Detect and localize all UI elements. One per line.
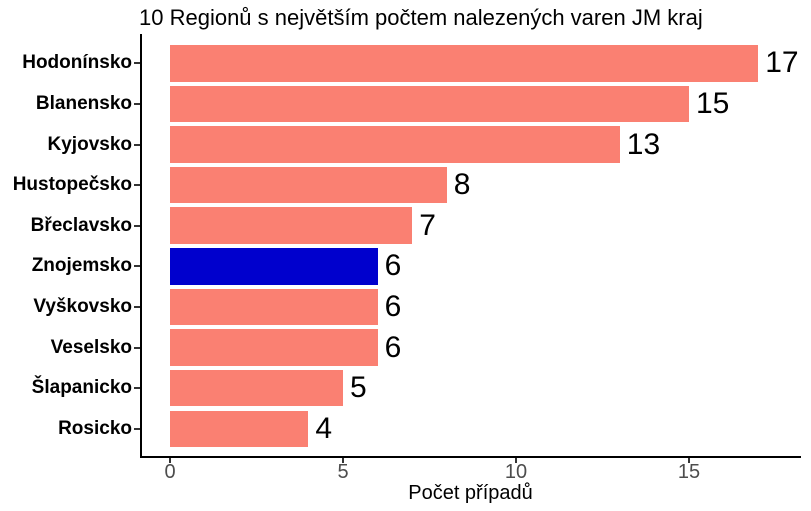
- bar-value-label: 5: [350, 371, 367, 405]
- bar-row: 6: [142, 287, 811, 328]
- bar-value-label: 4: [315, 411, 333, 445]
- y-axis-labels: Hodonínsko Blanensko Kyjovsko Hustopečsko Bř…: [0, 43, 132, 449]
- x-axis-tick-label: 10: [504, 461, 528, 483]
- x-axis-tick-label: 15: [677, 461, 701, 483]
- plot-panel: 17 15 13 8 7 6 6 6 5 4: [142, 43, 811, 449]
- x-axis-tick: [515, 458, 517, 463]
- y-axis-tick: [134, 62, 140, 65]
- y-axis-tick: [134, 143, 140, 146]
- bar-value-label: 13: [626, 127, 661, 161]
- y-axis-label: Hustopečsko: [12, 174, 132, 196]
- y-axis-label: Veselsko: [50, 336, 132, 358]
- bar: [170, 45, 759, 82]
- bar-row: 5: [142, 368, 811, 409]
- y-axis-tick: [134, 306, 140, 309]
- y-axis-label: Kyjovsko: [47, 133, 132, 155]
- bar: [170, 166, 447, 204]
- bar: [170, 410, 309, 448]
- bar-value-label: 6: [384, 289, 402, 323]
- bar: [170, 126, 620, 163]
- x-axis-title: Počet případů: [408, 482, 533, 504]
- bar-row: 7: [142, 205, 811, 246]
- y-axis-tick: [134, 224, 140, 227]
- y-axis-label: Rosicko: [58, 417, 132, 439]
- bar-row: 13: [142, 124, 811, 165]
- bar: [170, 248, 378, 285]
- x-axis-tick-label: 5: [337, 461, 349, 483]
- bar-value-label: 15: [696, 86, 730, 120]
- y-axis-label: Vyškovsko: [33, 295, 132, 317]
- bar-value-label: 6: [384, 330, 402, 364]
- x-axis-tick: [169, 458, 171, 463]
- y-axis-label: Znojemsko: [31, 255, 132, 277]
- bar: [170, 85, 689, 123]
- x-axis-tick: [342, 458, 344, 463]
- x-axis-tick-label: 0: [164, 461, 176, 483]
- y-axis-tick: [134, 346, 140, 349]
- y-axis-label: Blanensko: [35, 92, 132, 114]
- bar-value-label: 17: [765, 46, 799, 80]
- x-axis-line: [140, 456, 801, 458]
- bar-row: 15: [142, 84, 811, 125]
- bar-value-label: 7: [419, 208, 436, 242]
- y-axis-tick: [134, 184, 140, 187]
- bar: [170, 329, 378, 366]
- y-axis-tick: [134, 387, 140, 390]
- y-axis-tick: [134, 427, 140, 430]
- bar-value-label: 8: [453, 168, 471, 202]
- bar: [170, 207, 413, 244]
- bar-row: 17: [142, 43, 811, 84]
- bar-row: 6: [142, 327, 811, 368]
- bar-row: 6: [142, 246, 811, 287]
- bar: [170, 369, 343, 407]
- y-axis-line: [140, 34, 142, 458]
- y-axis-label: Šlapanicko: [31, 377, 132, 399]
- y-axis-tick: [134, 265, 140, 268]
- y-axis-label: Hodonínsko: [22, 52, 132, 74]
- y-axis-label: Břeclavsko: [30, 214, 132, 236]
- bar-row: 4: [142, 408, 811, 449]
- chart-title: 10 Regionů s největším počtem nalezených…: [139, 5, 703, 30]
- y-axis-tick: [134, 102, 140, 105]
- bar: [170, 288, 378, 326]
- bar-row: 8: [142, 165, 811, 206]
- x-axis-tick: [688, 458, 690, 463]
- bar-value-label: 6: [384, 249, 402, 283]
